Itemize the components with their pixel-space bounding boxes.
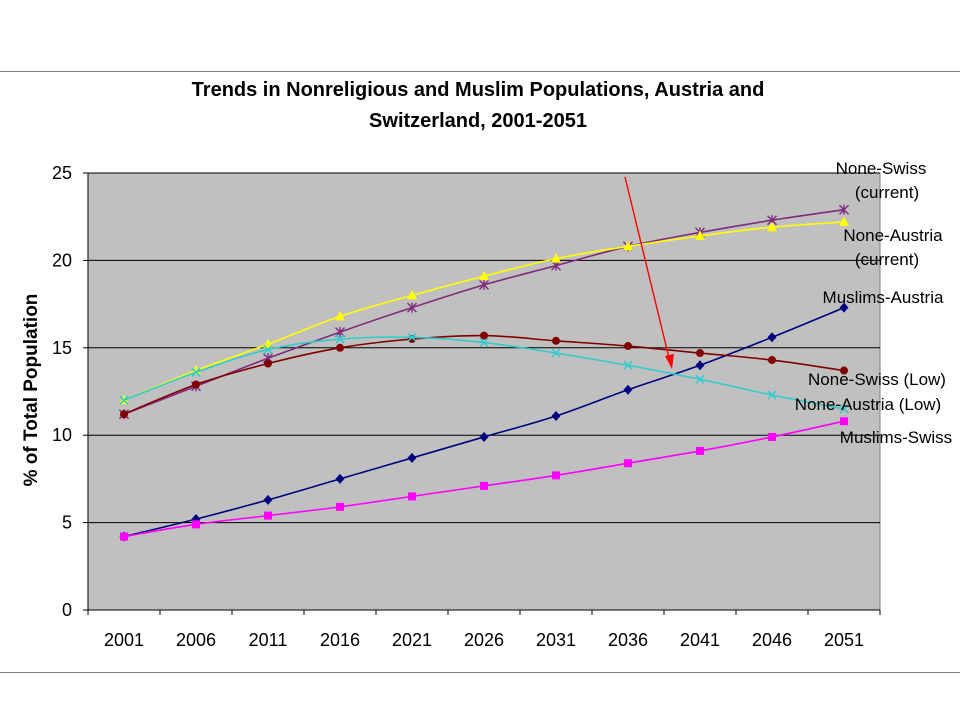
data-point	[551, 410, 561, 421]
bottom-divider	[0, 672, 960, 673]
data-point	[407, 289, 417, 300]
data-point	[479, 279, 489, 290]
x-tick-label: 2051	[824, 630, 864, 650]
series-3	[120, 331, 848, 419]
chart-title: Trends in Nonreligious and Muslim Popula…	[192, 79, 765, 132]
data-point	[624, 459, 632, 468]
data-point	[407, 452, 417, 463]
data-point	[623, 360, 633, 370]
x-tick-label: 2041	[680, 630, 720, 650]
x-tick-label: 2001	[104, 630, 144, 650]
series-5	[120, 417, 848, 541]
x-tick-label: 2006	[176, 630, 216, 650]
data-point	[552, 336, 560, 345]
y-tick-label: 25	[52, 163, 72, 183]
data-point	[839, 302, 849, 313]
y-tick-label: 15	[52, 338, 72, 358]
data-point	[479, 337, 489, 348]
data-point	[768, 356, 776, 365]
data-point	[407, 302, 417, 313]
data-point	[768, 432, 776, 441]
axes: 0 5 10 15 20 25 2001 2006 2011 2016 2021 2026 2031 20…	[52, 163, 881, 650]
y-tick-label: 5	[62, 513, 72, 533]
series-label: (current)	[855, 250, 919, 269]
x-tick-label: 2031	[536, 630, 576, 650]
data-point	[479, 431, 489, 442]
data-point	[120, 410, 128, 419]
chart-title-line-1: Trends in Nonreligious and Muslim Popula…	[192, 79, 765, 101]
top-divider	[0, 71, 960, 72]
data-point	[551, 253, 561, 263]
y-axis-label: % of Total Population	[21, 294, 42, 487]
x-tick-label: 2021	[392, 630, 432, 650]
series-4	[119, 332, 849, 414]
data-point	[264, 359, 272, 368]
data-point	[192, 520, 200, 529]
x-tick-label: 2011	[249, 630, 288, 650]
data-point	[840, 417, 848, 426]
series-label: None-Austria (Low)	[795, 395, 941, 414]
y-tick-label: 0	[62, 600, 72, 620]
data-point	[623, 384, 633, 395]
chart-title-line-2: Switzerland, 2001-2051	[369, 110, 587, 132]
x-tick-label: 2016	[320, 630, 360, 650]
data-point	[263, 344, 273, 355]
series-label: Muslims-Swiss	[840, 428, 952, 447]
data-point	[695, 230, 705, 240]
data-point	[767, 332, 777, 343]
series-label: None-Swiss (Low)	[808, 370, 946, 389]
data-point	[407, 332, 417, 342]
data-point	[336, 343, 344, 352]
series-label: (current)	[855, 183, 919, 202]
data-point	[335, 334, 345, 344]
data-point	[767, 221, 777, 232]
data-point	[120, 532, 128, 541]
data-point	[839, 216, 849, 226]
x-tick-label: 2046	[752, 630, 792, 650]
data-point	[839, 404, 849, 414]
data-point	[408, 492, 416, 501]
data-point	[336, 502, 344, 511]
data-point	[695, 360, 705, 371]
data-point	[191, 367, 201, 377]
data-point	[480, 481, 488, 490]
y-tick-label: 20	[52, 250, 72, 270]
data-point	[696, 349, 704, 358]
annotation-arrow	[624, 176, 674, 369]
data-point	[695, 374, 705, 384]
series-label: Muslims-Austria	[823, 288, 944, 307]
arrow-shaft	[624, 176, 671, 363]
x-tick-label: 2036	[608, 630, 648, 650]
series-2	[119, 302, 849, 542]
arrow-head	[665, 354, 674, 369]
series-label: None-Swiss	[836, 159, 927, 178]
data-point	[263, 494, 273, 505]
x-tick-label: 2026	[464, 630, 504, 650]
data-point	[479, 270, 489, 281]
series-labels: None-Swiss (current) None-Austria (current)…	[795, 159, 952, 447]
data-point	[623, 240, 633, 251]
data-point	[839, 204, 849, 215]
data-point	[335, 473, 345, 484]
data-point	[840, 366, 848, 375]
data-point	[551, 348, 561, 358]
series-label: None-Austria	[843, 226, 943, 245]
data-point	[624, 342, 632, 351]
data-point	[335, 310, 345, 321]
y-tick-label: 10	[52, 425, 72, 445]
data-point	[192, 380, 200, 389]
data-point	[696, 446, 704, 455]
data-point	[119, 395, 129, 405]
data-point	[264, 511, 272, 520]
plot-area	[87, 172, 881, 611]
data-point	[480, 331, 488, 340]
data-point	[552, 471, 560, 480]
data-point	[767, 390, 777, 400]
series-layer	[119, 204, 849, 542]
